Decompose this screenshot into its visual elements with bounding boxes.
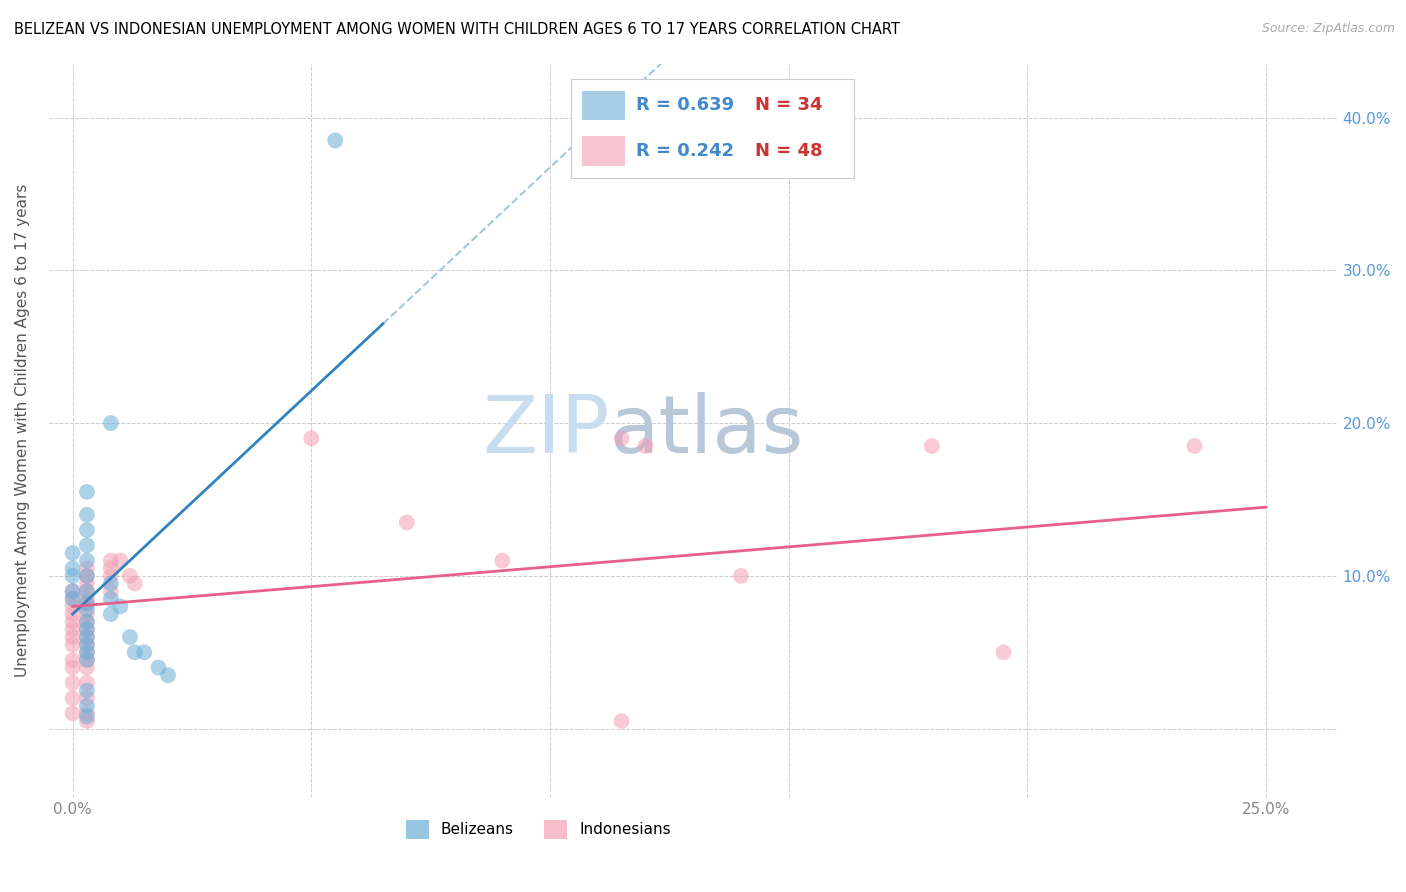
Point	[100, 584, 122, 599]
Point	[62, 561, 84, 575]
Point	[610, 714, 633, 728]
Point	[76, 623, 98, 637]
Point	[100, 576, 122, 591]
Point	[76, 706, 98, 721]
Point	[1184, 439, 1206, 453]
Point	[76, 607, 98, 621]
Point	[100, 591, 122, 606]
Point	[62, 676, 84, 690]
Point	[62, 660, 84, 674]
Point	[110, 599, 132, 614]
Legend: Belizeans, Indonesians: Belizeans, Indonesians	[399, 814, 678, 845]
Point	[76, 554, 98, 568]
Point	[100, 554, 122, 568]
Point	[76, 508, 98, 522]
Point	[62, 691, 84, 706]
Point	[76, 576, 98, 591]
Point	[76, 653, 98, 667]
Point	[76, 569, 98, 583]
Text: BELIZEAN VS INDONESIAN UNEMPLOYMENT AMONG WOMEN WITH CHILDREN AGES 6 TO 17 YEARS: BELIZEAN VS INDONESIAN UNEMPLOYMENT AMON…	[14, 22, 900, 37]
Point	[76, 584, 98, 599]
Point	[76, 698, 98, 713]
Y-axis label: Unemployment Among Women with Children Ages 6 to 17 years: Unemployment Among Women with Children A…	[15, 184, 30, 677]
Point	[76, 683, 98, 698]
Point	[62, 599, 84, 614]
Point	[100, 561, 122, 575]
Point	[76, 484, 98, 499]
Point	[110, 554, 132, 568]
Point	[76, 596, 98, 610]
Point	[76, 645, 98, 659]
Point	[76, 653, 98, 667]
Point	[118, 630, 141, 644]
Point	[299, 431, 322, 445]
Point	[76, 569, 98, 583]
Point	[76, 630, 98, 644]
Point	[100, 569, 122, 583]
Point	[323, 133, 346, 147]
Point	[610, 431, 633, 445]
Point	[62, 630, 84, 644]
Point	[76, 660, 98, 674]
Point	[100, 607, 122, 621]
Point	[76, 691, 98, 706]
Text: ZIP: ZIP	[482, 392, 609, 470]
Point	[124, 645, 146, 659]
Point	[76, 709, 98, 723]
Point	[62, 638, 84, 652]
Point	[76, 638, 98, 652]
Point	[76, 645, 98, 659]
Point	[76, 584, 98, 599]
Point	[76, 714, 98, 728]
Point	[634, 439, 657, 453]
Point	[76, 623, 98, 637]
Point	[62, 623, 84, 637]
Point	[76, 561, 98, 575]
Point	[62, 569, 84, 583]
Point	[730, 569, 752, 583]
Point	[62, 607, 84, 621]
Point	[76, 615, 98, 629]
Point	[62, 546, 84, 560]
Point	[76, 538, 98, 552]
Point	[76, 638, 98, 652]
Point	[62, 584, 84, 599]
Point	[76, 591, 98, 606]
Point	[118, 569, 141, 583]
Point	[148, 660, 170, 674]
Point	[100, 416, 122, 430]
Point	[76, 602, 98, 616]
Point	[62, 591, 84, 606]
Point	[62, 706, 84, 721]
Point	[76, 676, 98, 690]
Point	[395, 516, 418, 530]
Point	[993, 645, 1015, 659]
Point	[62, 591, 84, 606]
Point	[134, 645, 156, 659]
Point	[491, 554, 513, 568]
Point	[124, 576, 146, 591]
Point	[157, 668, 180, 682]
Text: atlas: atlas	[609, 392, 804, 470]
Point	[76, 615, 98, 629]
Point	[62, 615, 84, 629]
Text: Source: ZipAtlas.com: Source: ZipAtlas.com	[1261, 22, 1395, 36]
Point	[921, 439, 943, 453]
Point	[76, 523, 98, 537]
Point	[76, 596, 98, 610]
Point	[62, 653, 84, 667]
Point	[62, 584, 84, 599]
Point	[76, 630, 98, 644]
